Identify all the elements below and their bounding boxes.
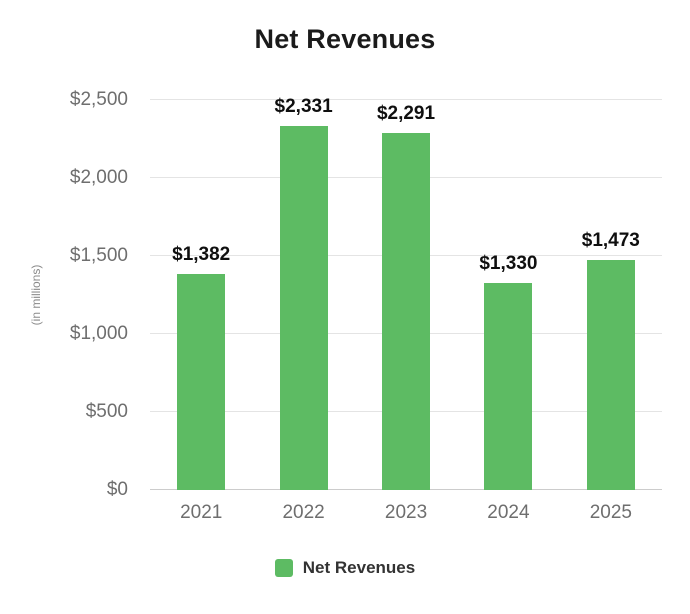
y-tick-label: $500	[85, 401, 128, 422]
y-tick-label: $1,500	[69, 245, 128, 266]
bar-2024	[484, 282, 533, 490]
x-tick-label: 2021	[180, 502, 223, 523]
bar-value-label: $2,291	[376, 102, 436, 124]
x-tick-label: 2022	[282, 502, 325, 523]
x-tick-label: 2025	[589, 502, 632, 523]
y-tick-label: $0	[106, 479, 128, 500]
bar-2023	[382, 132, 431, 490]
bar-2022	[279, 126, 328, 490]
bar-value-label: $2,331	[274, 96, 333, 118]
y-tick-label: $1,000	[69, 323, 128, 344]
x-axis-tick-labels: 2021 2022 2023 2024 2025	[150, 502, 662, 524]
y-axis-tick-labels: $0 $500 $1,000 $1,500 $2,000 $2,500	[0, 89, 138, 500]
y-tick-label: $2,000	[69, 167, 128, 188]
bar-group: $2,331	[252, 96, 354, 490]
bar-2025	[586, 260, 635, 490]
plot-area: $1,382 $2,331 $2,291 $1,330 $1,473	[150, 96, 662, 490]
legend-label: Net Revenues	[302, 558, 416, 577]
bar-group: $2,291	[355, 100, 457, 490]
bar-2021	[177, 274, 226, 490]
x-tick-label: 2024	[487, 502, 530, 523]
legend-swatch-icon	[274, 559, 293, 577]
bar-group: $1,473	[560, 100, 662, 490]
bar-value-label: $1,382	[172, 244, 231, 266]
legend: Net Revenues	[0, 558, 690, 578]
bars-container: $1,382 $2,331 $2,291 $1,330 $1,473	[150, 96, 662, 490]
bar-group: $1,330	[457, 100, 559, 490]
bar-value-label: $1,473	[581, 230, 640, 252]
bar-group: $1,382	[150, 100, 252, 490]
gridline	[150, 99, 662, 100]
y-tick-label: $2,500	[69, 89, 128, 110]
chart-title: Net Revenues	[254, 24, 436, 54]
x-tick-label: 2023	[384, 502, 428, 523]
bar-value-label: $1,330	[479, 252, 538, 274]
